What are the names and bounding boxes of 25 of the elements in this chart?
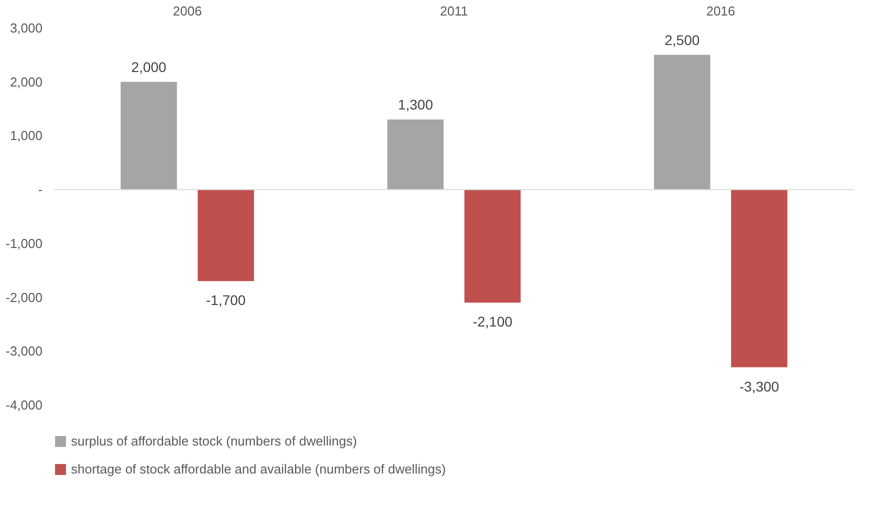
bar — [120, 82, 177, 190]
legend-label: surplus of affordable stock (numbers of dwellings) — [71, 434, 357, 448]
bar — [464, 190, 521, 303]
bar — [654, 54, 710, 190]
x-tick-label: 2011 — [440, 4, 468, 18]
y-tick-label: -1,000 — [6, 236, 42, 251]
legend-label: shortage of stock affordable and available (numbers of dwellings) — [71, 462, 446, 476]
y-tick-label: 1,000 — [10, 128, 42, 144]
y-tick-label: -2,000 — [6, 290, 42, 305]
data-label: -2,100 — [472, 314, 513, 330]
x-tick-label: 2016 — [706, 4, 736, 18]
bar — [198, 190, 254, 282]
y-tick-label: 3,000 — [10, 20, 42, 36]
bar — [387, 120, 444, 190]
y-tick-label: 2,000 — [10, 74, 42, 90]
data-label: 2,500 — [664, 32, 700, 48]
bar — [731, 190, 788, 368]
data-label: 1,300 — [398, 96, 434, 113]
data-label: -1,700 — [206, 292, 246, 308]
y-tick-label: - — [38, 182, 42, 198]
x-tick-label: 2006 — [172, 4, 202, 18]
data-label: 2,000 — [131, 58, 167, 75]
y-tick-label: -3,000 — [6, 344, 42, 359]
y-tick-label: -4,000 — [6, 398, 42, 412]
data-label: -3,300 — [739, 378, 780, 394]
